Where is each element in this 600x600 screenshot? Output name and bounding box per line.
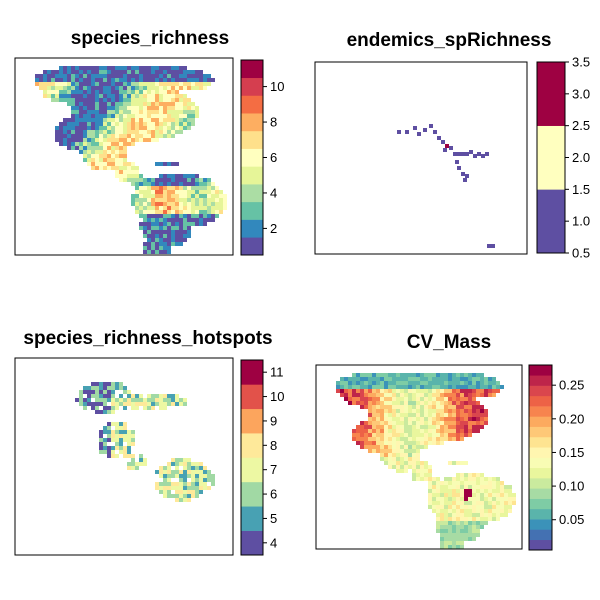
- plot-frame: [315, 364, 523, 550]
- colorbar-swatch: [529, 365, 552, 376]
- colorbar-swatch: [537, 62, 565, 126]
- colorbar-tick-label: 4: [270, 535, 277, 550]
- plot-frame: [14, 57, 234, 256]
- colorbar-tick-label: 3.0: [572, 86, 590, 101]
- colorbar-swatch: [241, 201, 263, 220]
- colorbar-swatch: [241, 408, 263, 434]
- colorbar-swatch: [241, 219, 263, 238]
- colorbar-swatch: [241, 433, 263, 458]
- colorbar-swatch: [529, 519, 552, 530]
- colorbar-swatch: [529, 488, 552, 499]
- colorbar-tick-label: 1.0: [572, 214, 590, 229]
- colorbar-tick-label: 0.25: [559, 378, 584, 393]
- colorbar-swatch: [529, 436, 552, 448]
- colorbar-tick-label: 8: [270, 438, 277, 453]
- colorbar-tick-label: 0.20: [559, 411, 584, 426]
- colorbar-swatch: [241, 457, 263, 483]
- colorbar-tick-label: 2.5: [572, 118, 590, 133]
- colorbar-swatch: [241, 384, 263, 410]
- heatmap-grid: [336, 373, 516, 549]
- colorbar: 0.05 0.10 0.15 0.20 0.25: [528, 364, 584, 551]
- heatmap-grid: [75, 382, 215, 502]
- panel-species-richness-hotspots: species_richness_hotspots 4 5 6 7 8 9 10 11: [14, 328, 284, 556]
- colorbar-tick-label: 4: [270, 185, 277, 200]
- colorbar-swatch: [241, 184, 263, 203]
- colorbar-tick-label: 9: [270, 413, 277, 428]
- colorbar-tick-label: 1.5: [572, 182, 590, 197]
- colorbar-swatch: [241, 77, 263, 96]
- colorbar-swatch: [241, 113, 263, 132]
- colorbar-swatch: [529, 426, 552, 438]
- colorbar-swatch: [529, 478, 552, 489]
- colorbar-tick-label: 5: [270, 511, 277, 526]
- colorbar-tick-label: 11: [270, 365, 284, 380]
- panel-endemics-sprichness: endemics_spRichness 0.5 1.0 1.5 2.0 2.5 3.0 3.…: [314, 30, 590, 261]
- colorbar-swatch: [529, 406, 552, 417]
- colorbar-swatch: [241, 360, 263, 385]
- colorbar-tick-label: 3.5: [572, 55, 590, 70]
- colorbar-swatch: [241, 166, 263, 185]
- colorbar-tick-label: 2.0: [572, 150, 590, 165]
- panel-species-richness: species_richness 2 4 6 8 10: [14, 28, 284, 256]
- colorbar-frame: [240, 359, 264, 556]
- colorbar-swatch: [529, 508, 552, 520]
- colorbar: 2 4 6 8 10: [240, 59, 284, 256]
- colorbar-swatch: [241, 530, 263, 556]
- panel-title: endemics_spRichness: [347, 30, 552, 51]
- colorbar-tick-label: 2: [270, 221, 277, 236]
- colorbar-tick-label: 6: [270, 150, 277, 165]
- colorbar-tick-label: 10: [270, 79, 284, 94]
- heatmap-grid: [397, 124, 495, 248]
- colorbar-tick-label: 0.5: [572, 246, 590, 261]
- colorbar-swatch: [529, 375, 552, 386]
- colorbar-tick-label: 0.05: [559, 512, 584, 527]
- panel-title: CV_Mass: [407, 332, 492, 353]
- colorbar-tick-label: 8: [270, 115, 277, 130]
- colorbar-tick-label: 6: [270, 487, 277, 502]
- colorbar-swatch: [241, 237, 263, 256]
- colorbar-swatch: [529, 498, 552, 510]
- colorbar-swatch: [537, 125, 565, 190]
- heatmap-grid: [35, 66, 227, 254]
- panel-title: species_richness_hotspots: [23, 328, 272, 349]
- colorbar-swatch: [529, 395, 552, 407]
- colorbar-tick-label: 7: [270, 462, 277, 477]
- colorbar-swatch: [241, 148, 263, 167]
- colorbar: 0.5 1.0 1.5 2.0 2.5 3.0 3.5: [536, 55, 590, 261]
- plot-frame: [314, 61, 528, 255]
- colorbar-swatch: [537, 189, 565, 254]
- colorbar-swatch: [241, 60, 263, 79]
- colorbar-swatch: [241, 130, 263, 149]
- colorbar-swatch: [529, 385, 552, 397]
- colorbar-swatch: [529, 447, 552, 458]
- colorbar-tick-label: 0.10: [559, 479, 584, 494]
- colorbar-swatch: [529, 539, 552, 551]
- colorbar-swatch: [241, 481, 263, 507]
- colorbar-swatch: [529, 467, 552, 479]
- colorbar-swatch: [241, 95, 263, 114]
- plot-frame: [14, 357, 234, 556]
- panel-cv-mass: CV_Mass 0.05 0.10 0.15 0.20 0.25: [315, 332, 584, 551]
- colorbar-swatch: [529, 457, 552, 469]
- panel-title: species_richness: [71, 28, 229, 49]
- colorbar: 4 5 6 7 8 9 10 11: [240, 359, 284, 556]
- colorbar-tick-label: 10: [270, 389, 284, 404]
- colorbar-tick-label: 0.15: [559, 445, 584, 460]
- colorbar-frame: [528, 364, 553, 551]
- colorbar-swatch: [241, 506, 263, 531]
- colorbar-swatch: [529, 416, 552, 427]
- colorbar-swatch: [529, 529, 552, 541]
